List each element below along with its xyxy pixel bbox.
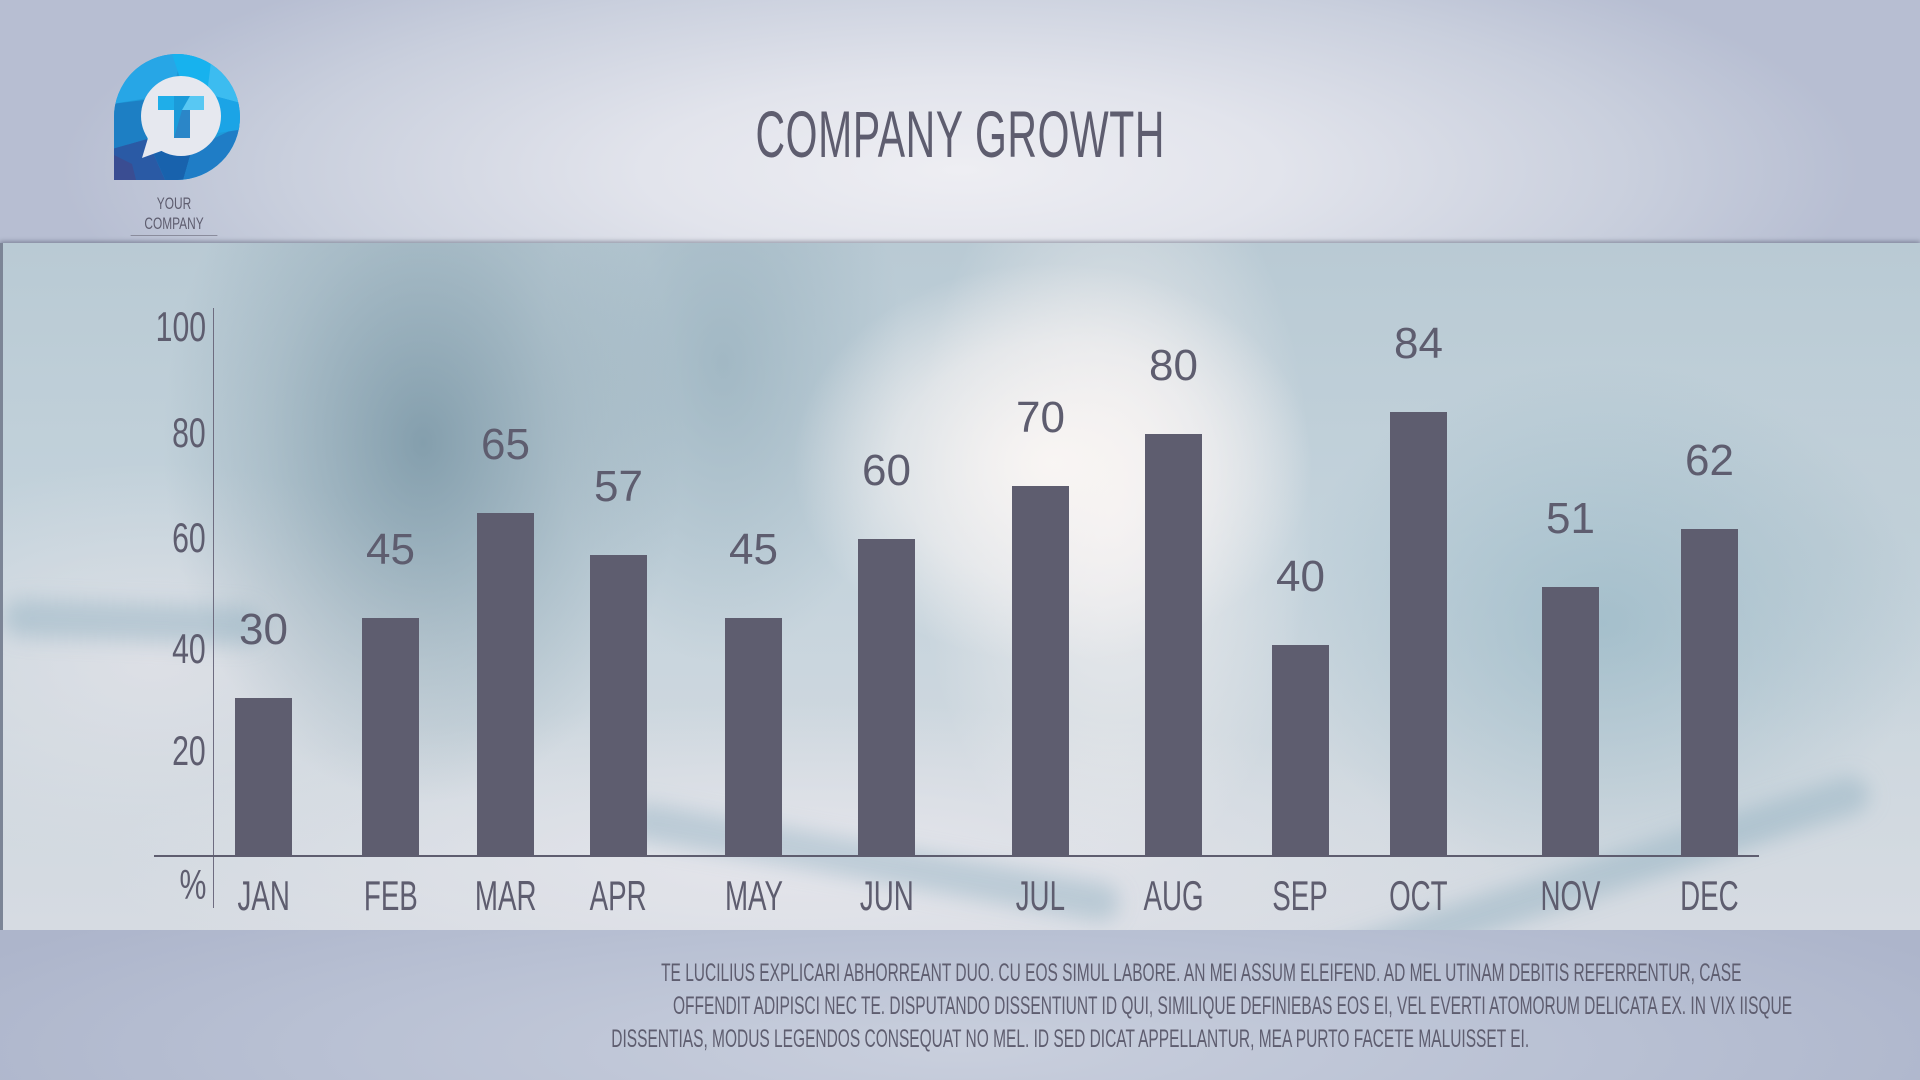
- bar-sep: [1272, 645, 1329, 856]
- footer-band: [0, 930, 1920, 1080]
- x-tick-label: JUN: [859, 872, 914, 919]
- x-tick-label: FEB: [363, 872, 418, 919]
- value-label: 62: [1685, 436, 1734, 485]
- company-logo: [112, 54, 244, 184]
- bar-oct: [1390, 412, 1447, 856]
- x-tick-label: JAN: [237, 872, 290, 919]
- bar-aug: [1145, 434, 1202, 856]
- company-name-text: YOUR COMPANY: [130, 194, 218, 236]
- bar-jun: [858, 539, 915, 856]
- bar-dec: [1681, 529, 1738, 856]
- bar-mar: [477, 513, 534, 856]
- value-label: 30: [239, 605, 288, 654]
- value-label: 51: [1546, 494, 1595, 543]
- x-tick-label: APR: [589, 872, 647, 919]
- bar-jan: [235, 698, 292, 856]
- page-title-text: COMPANY GROWTH: [755, 97, 1165, 171]
- y-axis-line: [213, 308, 214, 908]
- y-axis-unit-label: %: [179, 861, 206, 908]
- x-tick-label: MAR: [474, 872, 537, 919]
- bar-apr: [590, 555, 647, 856]
- y-tick-label: 100: [155, 303, 206, 350]
- bar-jul: [1012, 486, 1069, 856]
- value-label: 57: [594, 462, 643, 511]
- value-label: 70: [1016, 393, 1065, 442]
- bar-feb: [362, 618, 419, 856]
- x-tick-label: JUL: [1015, 872, 1066, 919]
- value-label: 45: [366, 525, 415, 574]
- description-line: DISSENTIAS, MODUS LEGENDOS CONSEQUAT NO …: [611, 1025, 1530, 1053]
- header-band: [0, 0, 1920, 243]
- bar-nov: [1542, 587, 1599, 856]
- page-title: COMPANY GROWTH: [0, 96, 1920, 172]
- value-label: 65: [481, 420, 530, 469]
- company-name-caption: YOUR COMPANY: [112, 194, 236, 236]
- x-axis-line: [154, 855, 1759, 857]
- x-tick-label: MAY: [724, 872, 783, 919]
- bar-may: [725, 618, 782, 856]
- chart-panel: [0, 243, 1920, 930]
- description-text: TE LUCILIUS EXPLICARI ABHORREANT DUO. CU…: [330, 957, 1793, 1056]
- y-tick-label: 40: [172, 625, 206, 672]
- x-tick-label: AUG: [1143, 872, 1204, 919]
- value-label: 60: [862, 446, 911, 495]
- x-tick-label: DEC: [1680, 872, 1739, 919]
- speech-bubble-t-logo-icon: [113, 54, 240, 181]
- y-tick-label: 20: [172, 727, 206, 774]
- x-tick-label: NOV: [1540, 872, 1601, 919]
- value-label: 45: [729, 525, 778, 574]
- value-label: 80: [1149, 341, 1198, 390]
- y-tick-label: 80: [172, 409, 206, 456]
- value-label: 84: [1394, 319, 1443, 368]
- value-label: 40: [1276, 552, 1325, 601]
- description-line: TE LUCILIUS EXPLICARI ABHORREANT DUO. CU…: [661, 959, 1742, 987]
- x-tick-label: SEP: [1272, 872, 1329, 919]
- description-line: OFFENDIT ADIPISCI NEC TE. DISPUTANDO DIS…: [672, 992, 1793, 1020]
- y-tick-label: 60: [172, 514, 206, 561]
- x-tick-label: OCT: [1389, 872, 1448, 919]
